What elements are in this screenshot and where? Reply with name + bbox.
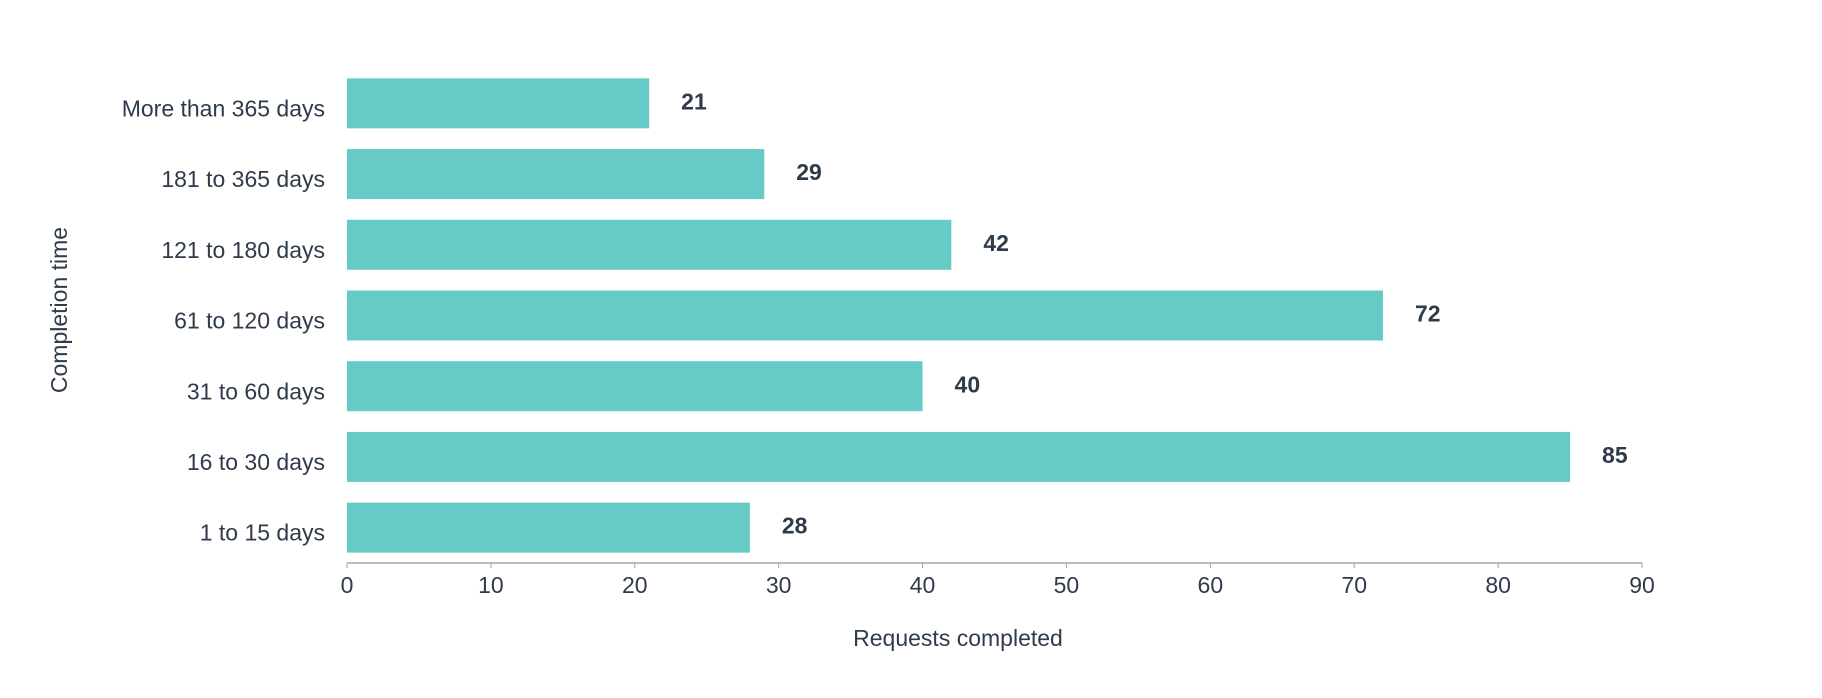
value-label: 72 <box>1415 301 1441 327</box>
bar <box>347 149 765 200</box>
y-axis-title: Completion time <box>46 227 72 393</box>
value-label: 28 <box>782 513 808 539</box>
bar <box>347 78 650 129</box>
x-tick-label: 20 <box>622 572 648 598</box>
bar <box>347 502 750 553</box>
x-tick-label: 80 <box>1485 572 1511 598</box>
value-label: 40 <box>955 371 981 397</box>
y-tick-label: More than 365 days <box>122 95 325 121</box>
bar <box>347 361 923 412</box>
x-tick-label: 0 <box>341 572 354 598</box>
value-label: 21 <box>681 88 707 114</box>
y-tick-label: 121 to 180 days <box>161 237 325 263</box>
x-tick-label: 70 <box>1341 572 1367 598</box>
value-label: 42 <box>983 230 1009 256</box>
y-tick-label: 1 to 15 days <box>200 520 325 546</box>
x-tick-label: 60 <box>1198 572 1224 598</box>
value-label: 85 <box>1602 442 1628 468</box>
bar <box>347 219 952 270</box>
y-tick-label: 61 to 120 days <box>174 308 325 334</box>
value-label: 29 <box>796 159 822 185</box>
x-tick-label: 10 <box>478 572 504 598</box>
bar <box>347 431 1571 482</box>
y-tick-label: 16 to 30 days <box>187 449 325 475</box>
x-tick-label: 50 <box>1054 572 1080 598</box>
y-tick-label: 181 to 365 days <box>161 166 325 192</box>
x-tick-label: 40 <box>910 572 936 598</box>
bar <box>347 290 1383 341</box>
x-axis-title: Requests completed <box>853 625 1063 651</box>
x-tick-label: 90 <box>1629 572 1655 598</box>
x-tick-label: 30 <box>766 572 792 598</box>
y-tick-label: 31 to 60 days <box>187 378 325 404</box>
